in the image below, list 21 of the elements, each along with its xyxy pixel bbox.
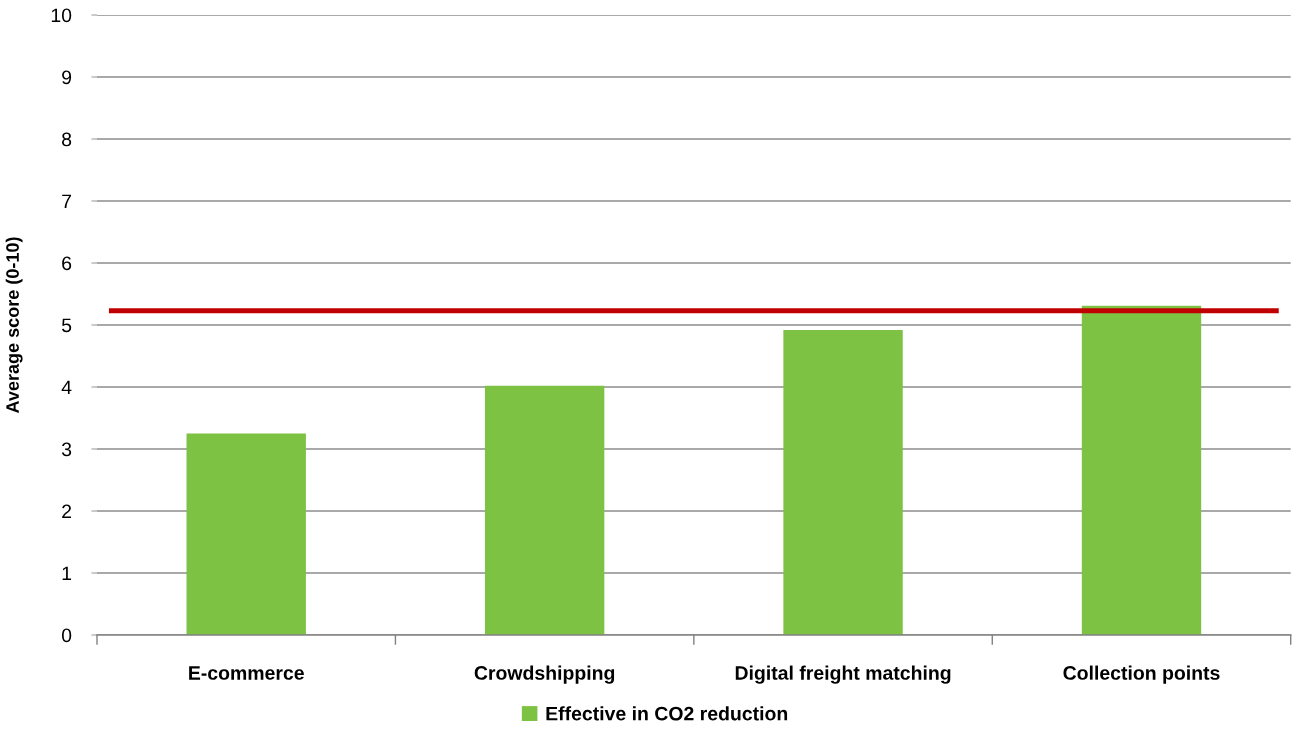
y-tick-label: 4 <box>61 380 72 395</box>
y-tick-label: 2 <box>62 504 72 519</box>
y-tick-label: 3 <box>61 442 72 457</box>
y-axis-title: Average score (0-10) <box>5 237 23 414</box>
y-tick-label: 5 <box>61 318 72 333</box>
y-tick-label: 0 <box>61 628 72 643</box>
x-tick-label: Crowdshipping <box>474 665 615 684</box>
bar <box>783 329 903 635</box>
x-tick-label: E-commerce <box>189 666 304 680</box>
y-tick-label: 6 <box>62 256 72 271</box>
x-tick-label: Digital freight matching <box>735 665 951 684</box>
legend-label: Effective in CO2 reduction <box>546 706 788 721</box>
bar <box>1081 305 1202 635</box>
y-tick-label: 1 <box>62 566 72 581</box>
bar <box>186 433 306 635</box>
y-tick-label: 7 <box>62 194 72 209</box>
y-tick-label: 9 <box>62 70 72 85</box>
bar <box>484 385 605 635</box>
x-tick-label: Collection points <box>1063 665 1220 684</box>
y-tick-label: 8 <box>62 132 72 147</box>
y-tick-label: 10 <box>51 8 72 23</box>
